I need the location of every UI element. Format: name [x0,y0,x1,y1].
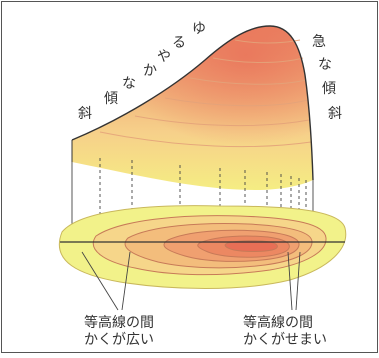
steep-char: 斜 [328,106,342,122]
steep-char: 急 [312,34,326,50]
narrow-label-line2: かくがせまい [243,332,327,348]
wide-label-line2: かくが広い [84,332,154,348]
frame-border [1,1,378,353]
gentle-char: な [122,76,136,92]
hill-section [71,25,314,190]
gentle-char: る [172,35,186,51]
gentle-char: か [143,63,157,79]
wide-label-line1: 等高線の間 [84,314,154,331]
narrow-label-line1: 等高線の間 [243,314,313,331]
wide-interval-label: 等高線の間 かくが広い [84,314,154,348]
steep-char: 傾 [322,81,336,97]
narrow-interval-label: 等高線の間 かくがせまい [243,314,327,348]
gentle-char: 傾 [104,91,118,107]
gentle-char: 斜 [78,106,92,122]
contour-peak [224,240,278,252]
steep-slope-label: 急 な 傾 斜 [312,34,342,122]
hill-bands [99,39,312,148]
gentle-char: や [157,49,171,65]
steep-char: な [318,57,332,73]
leader-lines [81,251,301,311]
gentle-char: ゆ [192,21,206,37]
contour-map [58,205,347,289]
hill-outline [71,25,314,181]
gentle-slope-label: 斜 傾 な か や る ゆ [78,21,206,122]
